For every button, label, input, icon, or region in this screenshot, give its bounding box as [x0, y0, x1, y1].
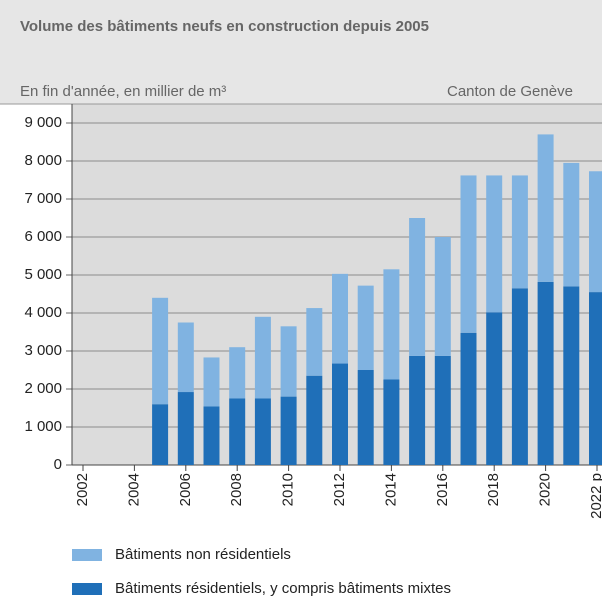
header-background [0, 0, 602, 104]
bar-segment [589, 171, 602, 293]
bar-segment [383, 269, 400, 380]
bar-segment [152, 297, 169, 405]
y-tick-label: 7 000 [24, 190, 62, 207]
x-tick-label: 2022 p [588, 473, 602, 519]
x-tick-label: 2014 [382, 473, 399, 506]
chart-title: Volume des bâtiments neufs en constructi… [20, 18, 429, 35]
bar-segment [537, 134, 554, 282]
x-tick-label: 2016 [434, 473, 451, 506]
bar-segment [434, 237, 451, 356]
bar-segment [332, 363, 348, 465]
subtitle: En fin d'année, en millier de m³ [20, 83, 226, 100]
bar-segment [254, 398, 271, 465]
y-tick-label: 1 000 [24, 418, 62, 435]
bar-segment [434, 355, 451, 465]
bar-segment [177, 322, 194, 393]
bar-segment [409, 355, 426, 465]
bar-segment [203, 406, 220, 465]
y-tick-label: 8 000 [24, 152, 62, 169]
bar-segment [460, 175, 477, 333]
bar-segment [511, 288, 528, 465]
x-tick-label: 2020 [537, 473, 554, 506]
y-tick-label: 5 000 [24, 266, 62, 283]
y-tick-label: 9 000 [24, 114, 62, 131]
bar-segment [152, 404, 169, 465]
legend-label: Bâtiments résidentiels, y compris bâtime… [115, 580, 451, 597]
bar-segment [486, 175, 503, 313]
y-tick-label: 0 [54, 456, 62, 473]
y-tick-label: 4 000 [24, 304, 62, 321]
bar-segment [306, 308, 323, 376]
legend-label: Bâtiments non résidentiels [115, 546, 291, 563]
bar-segment [511, 175, 528, 289]
bar-segment [177, 392, 194, 465]
y-tick-label: 3 000 [24, 342, 62, 359]
x-tick-label: 2010 [280, 473, 297, 506]
bar-segment [563, 162, 580, 287]
bar-segment [280, 326, 297, 397]
x-tick-label: 2018 [485, 473, 502, 506]
x-tick-label: 2002 [74, 473, 91, 506]
bar-segment [332, 273, 348, 364]
bar-segment [306, 375, 323, 465]
legend-swatch [72, 549, 102, 561]
bar-segment [254, 316, 271, 399]
y-tick-label: 2 000 [24, 380, 62, 397]
bar-segment [203, 357, 220, 407]
bar-segment [357, 285, 374, 370]
bar-segment [383, 379, 400, 465]
bar-segment [537, 281, 554, 465]
bar-segment [357, 370, 374, 465]
bar-segment [229, 347, 246, 399]
bar-segment [280, 396, 297, 465]
legend-swatch [72, 583, 102, 595]
y-tick-label: 6 000 [24, 228, 62, 245]
bar-segment [409, 218, 426, 356]
bar-segment [460, 332, 477, 465]
bar-segment [589, 292, 602, 465]
x-tick-label: 2008 [228, 473, 245, 506]
x-tick-label: 2006 [177, 473, 194, 506]
x-tick-label: 2004 [125, 473, 142, 506]
x-tick-label: 2012 [331, 473, 348, 506]
bar-segment [229, 398, 246, 465]
source-note: Canton de Genève [447, 83, 573, 100]
bar-segment [563, 286, 580, 465]
bar-segment [486, 312, 503, 465]
